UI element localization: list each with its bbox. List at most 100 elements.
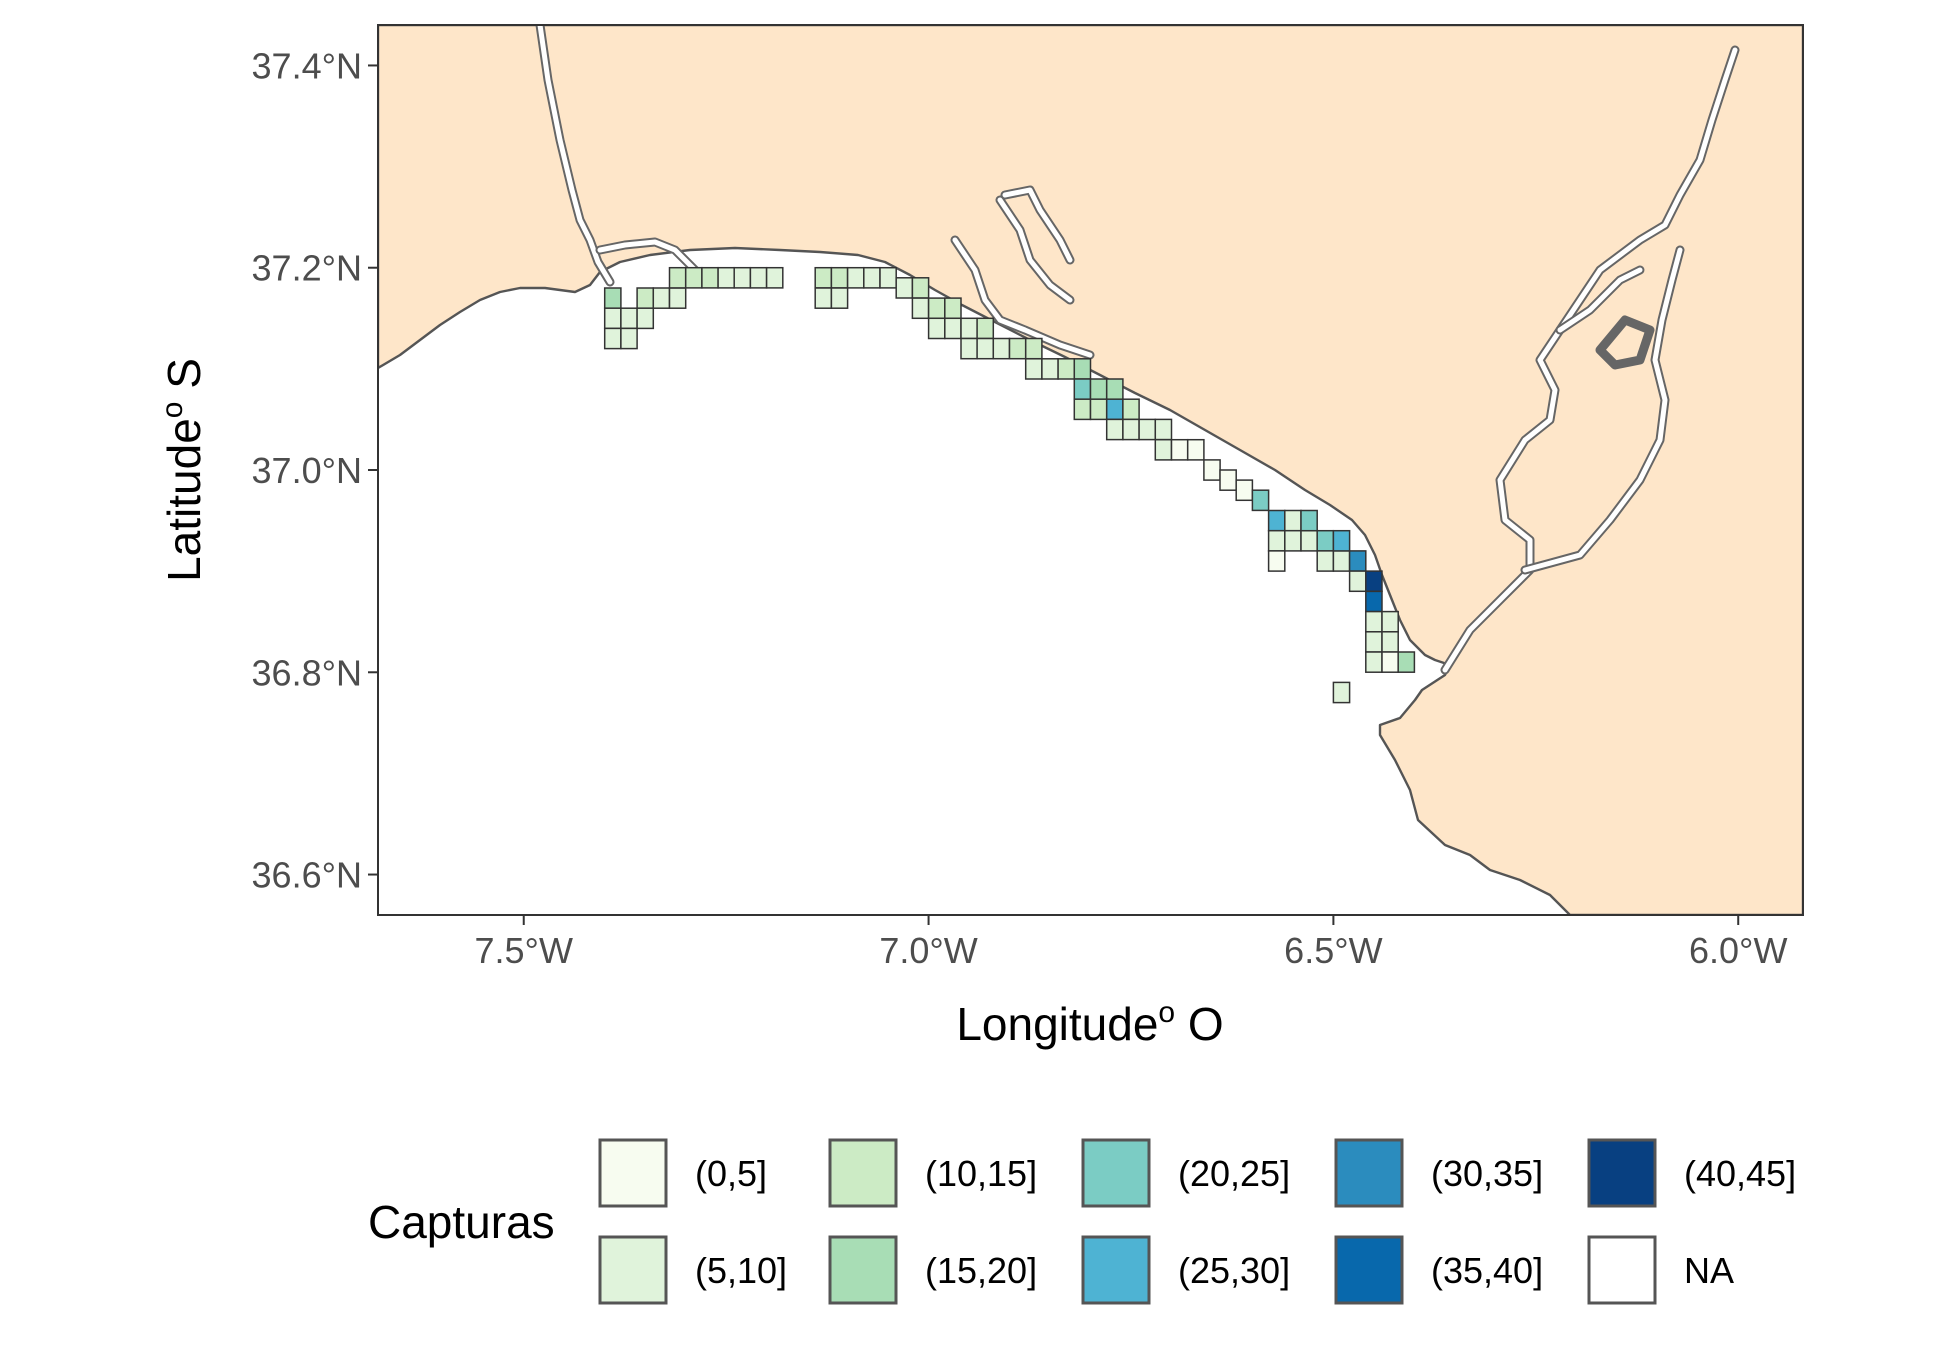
x-tick-label: 6.5°W [1284,930,1382,971]
legend-swatch [828,1138,898,1208]
catch-cell [1170,438,1189,461]
catch-cell [1332,529,1351,552]
catch-cell [1316,550,1335,572]
catch-cell [636,287,655,309]
catch-cell [1041,358,1059,380]
catch-cell [1284,509,1302,532]
y-tick-label: 37.0°N [252,450,362,491]
catch-cell [1219,469,1237,491]
legend-label: (10,15] [925,1153,1037,1194]
catch-cell [1348,550,1367,572]
catch-cell [895,277,914,299]
legend-swatch [1081,1235,1151,1305]
catch-cell [1186,438,1205,461]
catch-cell [1235,479,1254,502]
catch-cell [1089,378,1108,400]
legend-swatch [1334,1138,1404,1208]
catch-cell [1381,631,1399,653]
catch-cell [1348,570,1367,593]
catch-cell [701,266,719,289]
catch-cell [603,307,622,330]
catch-cell [1089,398,1108,421]
y-tick-label: 37.4°N [252,45,362,86]
catch-cell [636,307,655,330]
legend-swatch [598,1235,668,1305]
catch-cell [1332,681,1351,704]
catch-cell [830,287,849,309]
catch-cell [1365,590,1383,613]
catch-cell [1267,509,1286,532]
catch-cell [652,287,671,309]
catch-cell [1365,610,1383,633]
catch-cell [1316,529,1335,552]
catch-cell [879,266,897,289]
legend-label: (5,10] [695,1250,787,1291]
catch-cell [1397,651,1416,673]
legend-swatch [598,1138,668,1208]
y-tick-label: 36.8°N [252,652,362,693]
y-tick-label: 36.6°N [252,855,362,896]
catch-cell [1024,337,1043,360]
catch-cell [927,317,946,340]
catch-cell [1105,418,1124,441]
legend-title: Capturas [368,1196,555,1248]
catch-cell [1300,529,1318,552]
catch-cell [1138,418,1157,441]
legend-label: (20,25] [1178,1153,1290,1194]
catch-cell [620,327,638,350]
x-tick-label: 6.0°W [1689,930,1787,971]
catch-cell [1332,550,1351,572]
catch-cell [830,266,849,289]
x-axis: 7.5°W 7.0°W 6.5°W 6.0°W [475,915,1787,971]
catch-cell [944,317,962,340]
catch-cell [944,297,962,320]
catch-cell [911,297,930,320]
catch-cell [749,266,768,289]
catch-cell [1284,529,1302,552]
map-panel [378,25,1803,915]
catch-cell [1381,610,1399,633]
x-tick-label: 7.5°W [475,930,573,971]
y-axis-title: Latitudeo S [156,358,210,582]
catch-cell [976,337,995,360]
catch-cell [911,277,930,299]
catch-cell [976,317,995,340]
catch-cell [814,266,833,289]
catch-cell [1381,651,1399,673]
catch-cell [960,337,978,360]
catch-cell [733,266,752,289]
catch-cell [1154,418,1173,441]
catch-cell [863,266,881,289]
catch-cell [1073,378,1092,400]
catch-cell [927,297,946,320]
y-axis: 36.6°N 36.8°N 37.0°N 37.2°N 37.4°N [252,45,378,896]
catch-cell [1105,398,1124,421]
catch-cell [717,266,736,289]
legend-swatch [1587,1138,1657,1208]
legend-label: (30,35] [1431,1153,1543,1194]
legend: Capturas (0,5] (5,10] (10,15] (15,20] (20,25… [368,1138,1796,1305]
catch-cell [603,287,622,309]
catch-cell [1122,398,1140,421]
catch-cell [1365,631,1383,653]
catch-cell [1073,358,1092,380]
catch-cell [1057,358,1076,380]
catch-cell [603,327,622,350]
catch-cell [1251,489,1270,512]
catch-cell [1122,418,1140,441]
catch-cell [1105,378,1124,400]
catch-cell [1024,358,1043,380]
catch-cell [684,266,703,289]
catch-cell [1300,509,1318,532]
catch-cell [960,317,978,340]
legend-swatch [1081,1138,1151,1208]
legend-label: NA [1684,1250,1734,1291]
legend-swatch [828,1235,898,1305]
x-axis-title: Longitudeo O [956,996,1223,1050]
catch-cells [603,266,1416,704]
legend-swatch [1587,1235,1657,1305]
catch-cell [814,287,833,309]
catch-cell [846,266,865,289]
catch-cell [1365,570,1383,593]
